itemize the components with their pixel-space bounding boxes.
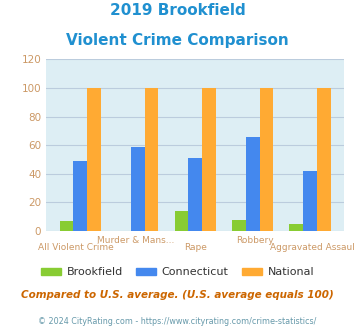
Bar [232, 219, 246, 231]
Text: Rape: Rape [184, 243, 207, 251]
Text: All Violent Crime: All Violent Crime [38, 243, 114, 251]
Bar [317, 88, 331, 231]
Bar [260, 88, 273, 231]
Bar [246, 137, 260, 231]
Bar [175, 211, 189, 231]
Bar [303, 171, 317, 231]
Text: Murder & Mans...: Murder & Mans... [97, 236, 174, 245]
Bar [131, 147, 145, 231]
Legend: Brookfield, Connecticut, National: Brookfield, Connecticut, National [37, 263, 318, 282]
Bar [189, 158, 202, 231]
Text: Violent Crime Comparison: Violent Crime Comparison [66, 33, 289, 48]
Bar [73, 161, 87, 231]
Text: 2019 Brookfield: 2019 Brookfield [110, 3, 245, 18]
Bar [60, 221, 73, 231]
Bar [289, 224, 303, 231]
Text: Compared to U.S. average. (U.S. average equals 100): Compared to U.S. average. (U.S. average … [21, 290, 334, 300]
Bar [87, 88, 101, 231]
Text: Aggravated Assault: Aggravated Assault [270, 243, 355, 251]
Text: Robbery: Robbery [236, 236, 274, 245]
Bar [145, 88, 158, 231]
Text: © 2024 CityRating.com - https://www.cityrating.com/crime-statistics/: © 2024 CityRating.com - https://www.city… [38, 317, 317, 326]
Bar [202, 88, 216, 231]
